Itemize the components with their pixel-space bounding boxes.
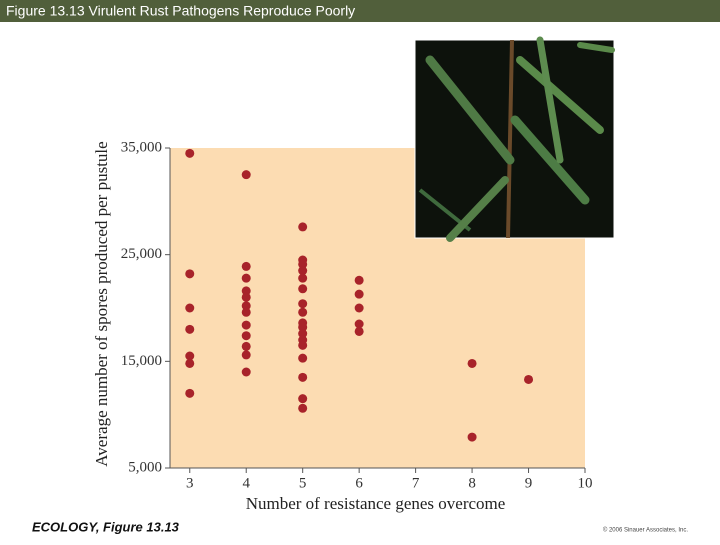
point bbox=[298, 222, 308, 232]
point bbox=[354, 303, 364, 313]
x-tick-label: 4 bbox=[242, 475, 250, 491]
point bbox=[298, 259, 308, 269]
x-tick-label: 3 bbox=[186, 475, 194, 491]
point bbox=[524, 374, 534, 384]
point bbox=[241, 273, 251, 283]
point bbox=[185, 269, 195, 279]
point bbox=[185, 324, 195, 334]
header-bar bbox=[0, 0, 720, 22]
point bbox=[241, 307, 251, 317]
photo bbox=[414, 36, 615, 242]
footer-right: © 2006 Sinauer Associates, Inc. bbox=[603, 527, 688, 534]
point bbox=[298, 329, 308, 339]
point bbox=[298, 322, 308, 332]
point bbox=[354, 289, 364, 299]
point bbox=[241, 301, 251, 311]
point bbox=[185, 148, 195, 158]
point bbox=[298, 307, 308, 317]
x-axis-label: Number of resistance genes overcome bbox=[246, 494, 506, 513]
point bbox=[298, 394, 308, 404]
x-tick-label: 8 bbox=[468, 475, 476, 491]
point bbox=[298, 299, 308, 309]
point bbox=[298, 340, 308, 350]
point bbox=[241, 292, 251, 302]
x-tick-label: 5 bbox=[299, 475, 307, 491]
point bbox=[354, 326, 364, 336]
point bbox=[185, 303, 195, 313]
point bbox=[185, 388, 195, 398]
point bbox=[241, 367, 251, 377]
point bbox=[241, 286, 251, 296]
y-tick-label: 5,000 bbox=[128, 459, 162, 475]
point bbox=[185, 358, 195, 368]
y-axis-label: Average number of spores produced per pu… bbox=[92, 141, 111, 466]
point bbox=[298, 372, 308, 382]
point bbox=[241, 320, 251, 330]
point bbox=[298, 266, 308, 276]
y-tick-label: 15,000 bbox=[121, 353, 162, 369]
point bbox=[467, 432, 477, 442]
point bbox=[241, 341, 251, 351]
point bbox=[298, 403, 308, 413]
point bbox=[298, 353, 308, 363]
point bbox=[241, 350, 251, 360]
footer-left: ECOLOGY, Figure 13.13 bbox=[32, 519, 180, 534]
point bbox=[467, 358, 477, 368]
point bbox=[298, 284, 308, 294]
point bbox=[241, 170, 251, 180]
y-tick-label: 25,000 bbox=[121, 246, 162, 262]
point bbox=[354, 319, 364, 329]
x-tick-label: 9 bbox=[525, 475, 533, 491]
slide-title: Figure 13.13 Virulent Rust Pathogens Rep… bbox=[6, 3, 355, 19]
point bbox=[298, 273, 308, 283]
point bbox=[185, 351, 195, 361]
x-tick-label: 10 bbox=[578, 475, 593, 491]
y-tick-label: 35,000 bbox=[121, 139, 162, 155]
x-tick-label: 7 bbox=[412, 475, 420, 491]
point bbox=[354, 275, 364, 285]
point bbox=[241, 331, 251, 341]
point bbox=[241, 261, 251, 271]
x-tick-label: 6 bbox=[355, 475, 363, 491]
